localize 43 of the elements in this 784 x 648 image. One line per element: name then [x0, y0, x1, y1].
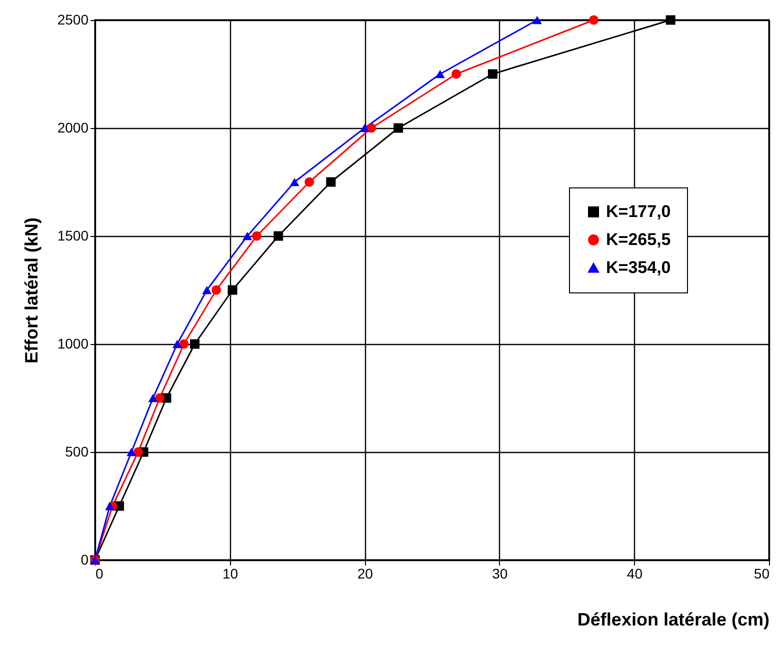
point [212, 285, 222, 295]
y-tick-label: 1000 [57, 336, 89, 352]
point [589, 15, 599, 25]
legend-label: K=265,5 [606, 230, 671, 249]
point [435, 70, 445, 78]
x-tick-label: 30 [492, 566, 508, 582]
point [252, 231, 262, 241]
x-tick-label: 20 [357, 566, 374, 582]
x-axis-title: Déflexion latérale (cm) [577, 610, 770, 630]
point [666, 15, 676, 25]
point [133, 447, 143, 457]
point [488, 69, 498, 79]
legend-label: K=177,0 [606, 202, 671, 221]
y-tick-label: 1500 [57, 228, 89, 244]
point [532, 16, 542, 24]
point [304, 177, 314, 187]
point [154, 393, 164, 403]
point [452, 69, 462, 79]
point [394, 123, 404, 133]
point [290, 178, 300, 186]
y-tick-label: 2000 [57, 120, 89, 136]
point [228, 285, 238, 295]
x-tick-label: 0 [96, 566, 104, 582]
legend-label: K=354,0 [606, 258, 671, 277]
y-tick-label: 500 [65, 444, 89, 460]
point [274, 231, 284, 241]
x-tick-label: 50 [754, 566, 770, 582]
x-tick-label: 10 [222, 566, 238, 582]
point [360, 124, 370, 132]
point [190, 339, 200, 349]
point [326, 177, 336, 187]
y-tick-label: 0 [80, 552, 89, 568]
x-tick-label: 40 [626, 566, 643, 582]
point [172, 340, 182, 348]
point [148, 394, 158, 402]
point [179, 339, 189, 349]
y-tick-label: 2500 [57, 12, 89, 28]
point [202, 286, 212, 294]
y-axis-title: Effort latéral (kN) [21, 217, 42, 364]
point [105, 502, 115, 510]
point [366, 123, 376, 133]
point [242, 232, 252, 240]
point [126, 448, 136, 456]
